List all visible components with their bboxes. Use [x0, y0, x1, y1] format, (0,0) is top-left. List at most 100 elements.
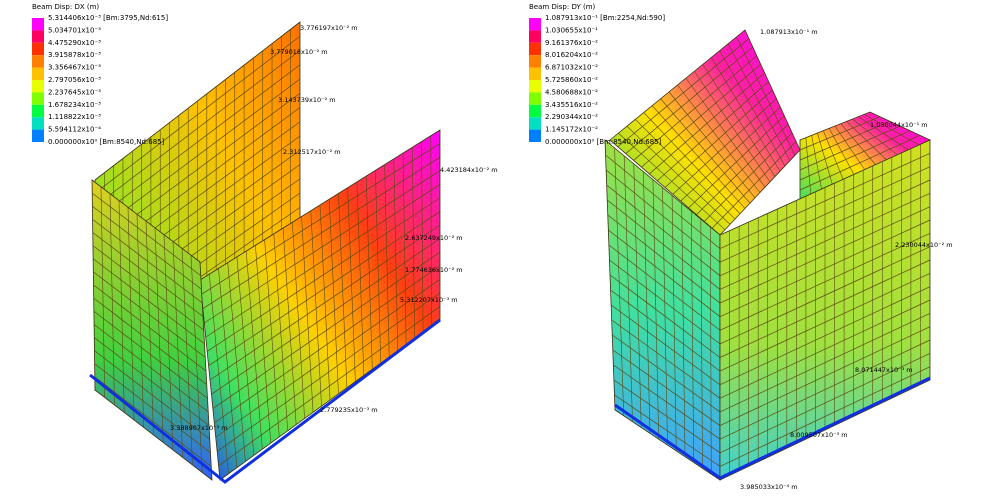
annotation: 3.388907x10⁻³ m	[170, 424, 228, 432]
column-line	[614, 147, 625, 416]
column-line	[273, 233, 288, 431]
legend-label: 9.161376x10⁻²	[545, 39, 598, 47]
annotation: 3.776197x10⁻² m	[300, 24, 358, 32]
column-line	[136, 214, 145, 428]
legend-label: 0.000000x10⁰ [Bm:8540,Nd:685]	[48, 138, 165, 146]
column-line	[181, 248, 193, 466]
column-line	[236, 256, 255, 456]
column-line	[384, 164, 390, 357]
column-line	[635, 119, 736, 220]
column-line	[681, 203, 686, 457]
column-line	[154, 227, 164, 443]
column-line	[109, 193, 115, 406]
column-line	[365, 176, 373, 370]
legend-swatch	[529, 117, 541, 130]
column-line	[846, 121, 887, 161]
column-line	[660, 98, 751, 204]
column-line	[668, 91, 756, 199]
column-line	[430, 135, 432, 327]
column-line	[292, 222, 305, 419]
column-line	[118, 200, 125, 413]
column-line	[652, 179, 660, 440]
column-line	[626, 126, 731, 225]
column-line	[255, 245, 272, 444]
column-line	[662, 187, 668, 446]
column-line	[245, 251, 263, 450]
legend-label: 3.356467x10⁻³	[48, 64, 101, 72]
legend-label: 1.145172x10⁻²	[545, 126, 598, 134]
column-line	[328, 199, 339, 394]
legend-title: Beam Disp: DY (m)	[529, 3, 596, 11]
legend-label: 1.087913x10⁻¹ [Bm:2254,Nd:590]	[545, 14, 665, 22]
legend-label: 0.000000x10⁰ [Bm:8540,Nd:685]	[545, 138, 662, 146]
annotation: 3.143739x10⁻² m	[278, 96, 336, 104]
legend-swatch	[529, 30, 541, 43]
column-line	[685, 77, 766, 188]
legend-label: 3.915878x10⁻³	[48, 51, 101, 59]
legend-swatch	[529, 18, 541, 31]
column-line	[172, 241, 184, 458]
legend-swatch	[32, 117, 44, 130]
column-line	[811, 135, 822, 191]
column-line	[356, 181, 365, 376]
column-line	[264, 239, 280, 437]
column-line	[393, 158, 398, 351]
annotation: 1.030044x10⁻¹ m	[870, 121, 928, 129]
column-line	[700, 219, 703, 469]
column-line	[421, 141, 424, 333]
legend-label: 2.290344x10⁻²	[545, 113, 598, 121]
legend-label: 6.871032x10⁻²	[545, 64, 598, 72]
legend-label: 1.030655x10⁻¹	[545, 26, 598, 34]
annotation: 5.312207x10⁻³ m	[400, 296, 458, 304]
column-line	[864, 114, 920, 146]
legend-label: 4.475290x10⁻³	[48, 39, 101, 47]
column-line	[736, 36, 796, 156]
column-line	[319, 204, 331, 401]
column-line	[208, 274, 229, 474]
column-line	[719, 50, 786, 167]
column-line	[145, 220, 154, 436]
legend-swatch	[32, 55, 44, 68]
column-line	[702, 64, 776, 177]
legend-label: 1.678234x10⁻³	[48, 101, 101, 109]
column-line	[633, 163, 642, 428]
column-line	[840, 123, 877, 166]
legend-swatch	[32, 30, 44, 43]
column-line	[190, 255, 203, 473]
column-line	[163, 234, 174, 451]
column-line	[282, 228, 297, 425]
legend-label: 5.314406x10⁻³ [Bm:3795,Nd:615]	[48, 14, 168, 22]
column-line	[852, 118, 898, 156]
legend-swatch	[529, 92, 541, 105]
legend-label: 5.725860x10⁻²	[545, 76, 598, 84]
legend-label: 5.034701x10⁻³	[48, 26, 101, 34]
legend-label: 4.580688x10⁻²	[545, 88, 598, 96]
column-line	[347, 187, 356, 382]
legend-swatch	[529, 67, 541, 80]
legend-swatch	[32, 67, 44, 80]
column-line	[218, 268, 238, 468]
column-line	[828, 128, 855, 176]
legend-swatch	[32, 129, 44, 142]
column-line	[643, 171, 651, 434]
column-line	[127, 207, 135, 421]
legend-swatch	[529, 55, 541, 68]
column-line	[690, 211, 695, 463]
column-line	[412, 147, 415, 339]
legend-label: 5.594112x10⁻⁴	[48, 126, 101, 134]
column-line	[651, 105, 746, 209]
legend-swatch	[529, 129, 541, 142]
legend-label: 1.118822x10⁻³	[48, 113, 101, 121]
annotation: 2.230044x10⁻² m	[895, 241, 953, 249]
annotation: 8.071447x10⁻³ m	[855, 366, 913, 374]
legend-swatch	[529, 42, 541, 56]
annotation: 8.009507x10⁻³ m	[790, 431, 848, 439]
legend-swatch	[32, 104, 44, 118]
column-line	[834, 125, 866, 171]
annotation: 3.779018x10⁻² m	[270, 48, 328, 56]
column-line	[618, 132, 726, 230]
legend-label: 2.237645x10⁻³	[48, 88, 101, 96]
annotation: 2.312517x10⁻² m	[283, 148, 341, 156]
column-line	[301, 216, 314, 413]
annotation: 1.774636x10⁻² m	[405, 266, 463, 274]
